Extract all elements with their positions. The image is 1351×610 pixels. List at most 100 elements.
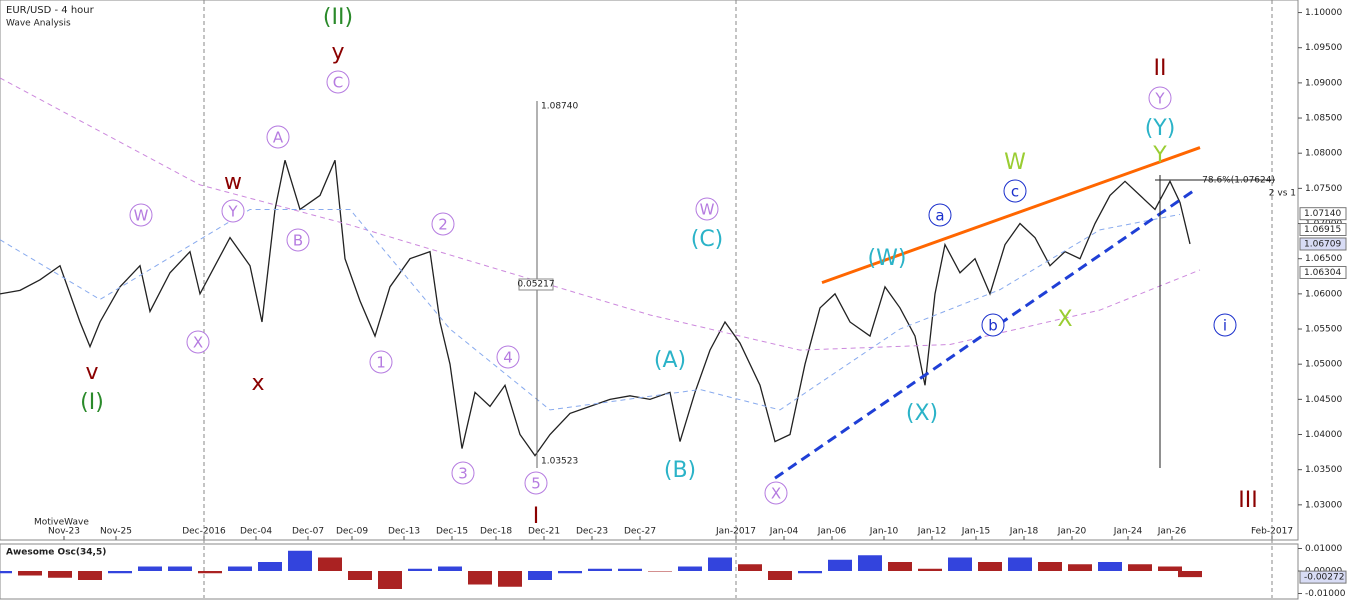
wave-label: Y xyxy=(1152,143,1167,168)
wave-label: (C) xyxy=(691,227,724,252)
x-tick-label: Dec-15 xyxy=(436,527,468,537)
osc-bar xyxy=(288,550,312,571)
x-tick-label: Jan-2017 xyxy=(715,527,756,537)
wave-circle xyxy=(286,228,310,252)
price-line xyxy=(0,159,1191,457)
x-tick-label: Jan-12 xyxy=(917,527,947,537)
y-tick-label: 1.06000 xyxy=(1305,289,1342,299)
wave-label: c xyxy=(1011,183,1019,201)
x-tick-label: Jan-06 xyxy=(817,527,847,537)
current-tag xyxy=(1299,570,1347,584)
y-tick-label: 1.09500 xyxy=(1305,43,1342,53)
current-label: -0.00272 xyxy=(1304,573,1344,583)
osc-bar xyxy=(618,568,642,571)
osc-bar xyxy=(648,571,672,572)
wave-label: i xyxy=(1223,317,1227,335)
osc-bar xyxy=(48,571,72,578)
osc-title: Awesome Osc(34,5) xyxy=(6,548,106,558)
wave-label: 1 xyxy=(376,354,386,372)
trendline xyxy=(774,188,1196,480)
y-tick-label: 1.03500 xyxy=(1305,465,1342,475)
osc-bar xyxy=(768,571,792,580)
wave-circle xyxy=(369,350,393,374)
wave-label: X xyxy=(1057,307,1072,332)
osc-bar xyxy=(168,566,192,571)
price-tag-label: 1.06915 xyxy=(1304,225,1341,235)
footer: MotiveWave xyxy=(34,518,89,528)
osc-bar xyxy=(1098,562,1122,571)
trendline xyxy=(821,146,1201,285)
price-tag-label: 1.07140 xyxy=(1304,209,1341,219)
price-tag xyxy=(1299,265,1347,279)
x-tick-label: Jan-26 xyxy=(1157,527,1187,537)
tool-label: 1.08740 xyxy=(541,102,578,112)
wave-label: (X) xyxy=(906,401,938,426)
x-tick-label: Jan-24 xyxy=(1113,527,1143,537)
wave-label: 2 xyxy=(438,216,448,234)
osc-bar xyxy=(438,566,462,571)
y-tick-label: 1.05500 xyxy=(1305,325,1342,335)
y-tick-label: 1.08000 xyxy=(1305,149,1342,159)
price-tag-label: 1.06709 xyxy=(1304,239,1341,249)
osc-bar xyxy=(588,568,612,571)
osc-bar xyxy=(18,571,42,576)
y-tick-label: -0.01000 xyxy=(1305,589,1346,599)
wave-circle xyxy=(496,345,520,369)
wave-label: 5 xyxy=(531,475,541,493)
wave-label: (W) xyxy=(868,246,907,271)
wave-label: (I) xyxy=(80,390,104,415)
wave-label: y xyxy=(331,40,344,65)
wave-circle xyxy=(695,197,719,221)
x-tick-label: Dec-27 xyxy=(624,527,656,537)
wave-label: W xyxy=(134,207,149,225)
x-tick-label: Dec-09 xyxy=(336,527,368,537)
osc-bar xyxy=(798,571,822,574)
osc-bar xyxy=(378,571,402,589)
wave-label: II xyxy=(1154,56,1167,81)
wave-label: X xyxy=(771,485,781,503)
osc-bar xyxy=(198,571,222,574)
wave-circle xyxy=(928,203,952,227)
wave-circle xyxy=(764,481,788,505)
y-tick-label: 1.05000 xyxy=(1305,360,1342,370)
wave-label: (B) xyxy=(664,458,696,483)
x-tick-label: Dec-23 xyxy=(576,527,608,537)
x-tick-label: Dec-21 xyxy=(528,527,560,537)
wave-circle xyxy=(981,313,1005,337)
osc-bar xyxy=(948,557,972,571)
osc-bar xyxy=(1068,564,1092,571)
wave-label: 4 xyxy=(503,349,513,367)
y-tick-label: 1.04500 xyxy=(1305,395,1342,405)
x-tick-label: Nov-25 xyxy=(100,527,132,537)
x-tick-label: Dec-18 xyxy=(480,527,512,537)
chart-title: EUR/USD - 4 hour xyxy=(6,5,95,16)
y-tick-label: 1.07500 xyxy=(1305,184,1342,194)
wave-circle xyxy=(431,212,455,236)
wave-label: x xyxy=(251,371,264,396)
osc-bar xyxy=(1128,564,1152,571)
osc-bar xyxy=(888,562,912,571)
wave-circle xyxy=(129,203,153,227)
wave-label: w xyxy=(224,170,242,195)
y-tick-label: 1.09000 xyxy=(1305,78,1342,88)
osc-bar xyxy=(738,564,762,571)
wave-label: I xyxy=(533,504,540,529)
wave-label: b xyxy=(988,317,998,335)
osc-bar xyxy=(138,566,162,571)
wave-label: III xyxy=(1238,488,1257,513)
osc-bar xyxy=(918,568,942,571)
x-tick-label: Jan-18 xyxy=(1009,527,1039,537)
wave-circle xyxy=(266,125,290,149)
osc-bar xyxy=(678,566,702,571)
price-tag-label: 1.06304 xyxy=(1304,268,1341,278)
subtitle: Wave Analysis xyxy=(6,19,71,29)
osc-bar xyxy=(468,571,492,585)
y-tick-label: 1.04000 xyxy=(1305,430,1342,440)
wave-circle xyxy=(1003,179,1027,203)
y-tick-label: 0.01000 xyxy=(1305,544,1342,554)
osc-bar xyxy=(708,557,732,571)
price-tag xyxy=(1299,237,1347,251)
wave-label: (A) xyxy=(654,348,686,373)
x-tick-label: Jan-04 xyxy=(769,527,799,537)
y-tick-label: 1.10000 xyxy=(1305,8,1342,18)
